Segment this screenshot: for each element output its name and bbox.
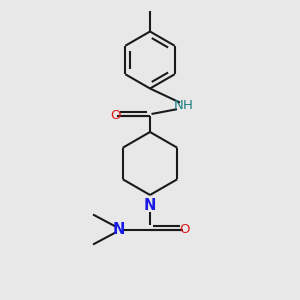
Text: N: N <box>144 198 156 213</box>
Text: N: N <box>112 222 125 237</box>
Text: O: O <box>110 109 121 122</box>
Text: H: H <box>183 99 193 112</box>
Text: N: N <box>174 99 183 112</box>
Text: O: O <box>179 223 190 236</box>
